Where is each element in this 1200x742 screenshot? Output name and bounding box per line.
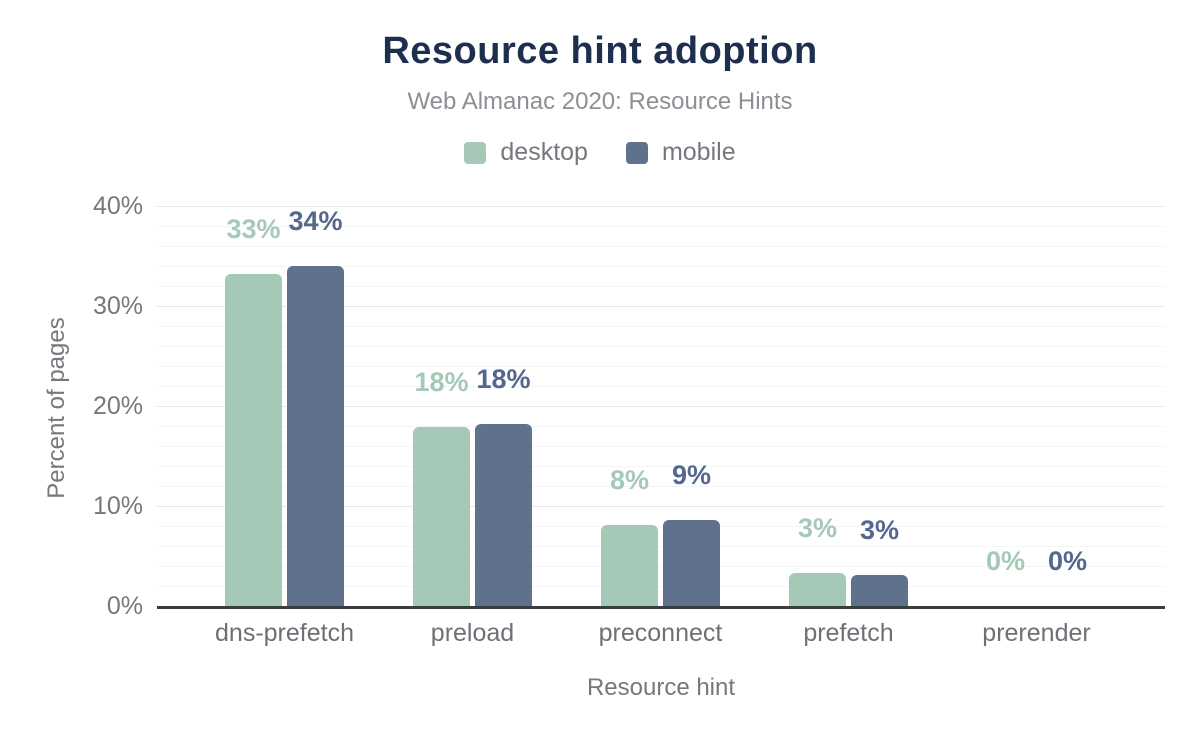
y-tick-label-10%: 10% — [92, 492, 143, 520]
bar-desktop-preconnect[interactable] — [601, 525, 658, 606]
bar-group-prerender: 0% 0% — [977, 206, 1096, 606]
major-gridline — [157, 306, 1165, 307]
bar-desktop-dns-prefetch[interactable] — [225, 274, 282, 606]
minor-gridline — [157, 366, 1165, 367]
bar-value-label-desktop-dns-prefetch: 33% — [226, 214, 281, 244]
chart-title: Resource hint adoption — [382, 30, 818, 72]
x-category-label-prerender: prerender — [982, 619, 1091, 647]
major-gridline — [157, 506, 1165, 507]
minor-gridline — [157, 526, 1165, 527]
mobile-legend-swatch-icon — [625, 141, 648, 164]
bar-value-label-desktop-prerender: 0% — [985, 546, 1026, 576]
minor-gridline — [157, 566, 1165, 567]
bar-value-label-mobile-prefetch: 3% — [859, 515, 900, 545]
minor-gridline — [157, 286, 1165, 287]
minor-gridline — [157, 246, 1165, 247]
bar-group-prefetch: 3% 3% — [789, 206, 908, 606]
bar-value-label-desktop-preconnect: 8% — [609, 465, 650, 495]
bar-value-label-mobile-preload: 18% — [476, 364, 531, 394]
bar-group-dns-prefetch: 33% 34% — [225, 206, 344, 606]
minor-gridline — [157, 386, 1165, 387]
bar-group-preload: 18% 18% — [413, 206, 532, 606]
desktop-legend-swatch-icon — [464, 141, 487, 164]
x-category-label-preload: preload — [430, 619, 515, 647]
bar-mobile-dns-prefetch[interactable] — [287, 266, 344, 606]
minor-gridline — [157, 466, 1165, 467]
minor-gridline — [157, 426, 1165, 427]
bar-desktop-prefetch[interactable] — [789, 573, 846, 606]
bar-mobile-prefetch[interactable] — [851, 575, 908, 606]
minor-gridline — [157, 326, 1165, 327]
x-category-label-dns-prefetch: dns-prefetch — [215, 619, 354, 647]
bar-value-label-mobile-prerender: 0% — [1047, 546, 1088, 576]
chart-subtitle: Web Almanac 2020: Resource Hints — [407, 88, 793, 115]
plot-area: 33% 34% 18% 18% 8% 9% 3% 3% 0% 0% — [157, 206, 1165, 609]
minor-gridline — [157, 486, 1165, 487]
legend-item-mobile: mobile — [625, 138, 736, 167]
legend-item-desktop: desktop — [464, 138, 588, 167]
bar-value-label-mobile-preconnect: 9% — [671, 460, 712, 490]
bar-mobile-preload[interactable] — [475, 424, 532, 606]
major-gridline — [157, 206, 1165, 207]
minor-gridline — [157, 226, 1165, 227]
bar-value-label-mobile-dns-prefetch: 34% — [288, 206, 343, 236]
minor-gridline — [157, 266, 1165, 267]
y-tick-label-40%: 40% — [92, 192, 143, 220]
minor-gridline — [157, 546, 1165, 547]
y-tick-label-0%: 0% — [106, 592, 143, 620]
legend-label-desktop: desktop — [500, 138, 588, 166]
bar-value-label-desktop-preload: 18% — [414, 367, 469, 397]
y-tick-label-20%: 20% — [92, 392, 143, 420]
x-category-label-preconnect: preconnect — [598, 619, 723, 647]
legend: desktop mobile — [0, 138, 1200, 167]
major-gridline — [157, 406, 1165, 407]
y-tick-label-30%: 30% — [92, 292, 143, 320]
minor-gridline — [157, 446, 1165, 447]
bar-desktop-preload[interactable] — [413, 427, 470, 606]
minor-gridline — [157, 586, 1165, 587]
x-category-label-prefetch: prefetch — [803, 619, 894, 647]
bar-mobile-preconnect[interactable] — [663, 520, 720, 606]
bar-value-label-desktop-prefetch: 3% — [797, 513, 838, 543]
x-axis-title: Resource hint — [586, 674, 736, 701]
legend-label-mobile: mobile — [661, 138, 736, 166]
minor-gridline — [157, 346, 1165, 347]
bar-group-preconnect: 8% 9% — [601, 206, 720, 606]
